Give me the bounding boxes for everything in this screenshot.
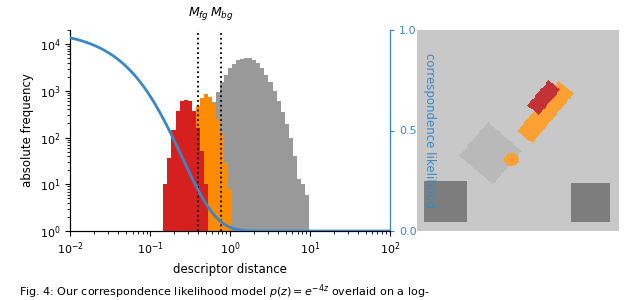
Bar xyxy=(220,82,224,300)
Y-axis label: correspondence likelihood: correspondence likelihood xyxy=(423,53,436,208)
Bar xyxy=(260,68,264,300)
Bar xyxy=(188,101,192,300)
Bar xyxy=(188,141,192,300)
Bar xyxy=(200,139,204,300)
Bar xyxy=(204,184,208,300)
Bar xyxy=(204,123,208,300)
Bar xyxy=(269,82,273,300)
Text: $M_{fg}$: $M_{fg}$ xyxy=(188,5,209,22)
Bar xyxy=(273,92,276,300)
Bar xyxy=(192,123,196,300)
Bar xyxy=(292,156,297,300)
Bar xyxy=(228,68,232,300)
Bar xyxy=(220,134,224,300)
Bar xyxy=(317,231,321,300)
Bar xyxy=(196,106,200,300)
Bar xyxy=(180,209,184,300)
Bar xyxy=(244,58,248,300)
Bar xyxy=(232,64,236,300)
Bar xyxy=(297,179,301,300)
Bar xyxy=(204,94,208,300)
Bar xyxy=(180,101,184,300)
Bar xyxy=(156,231,159,300)
Bar xyxy=(172,130,175,300)
Bar xyxy=(301,184,305,300)
Bar xyxy=(163,184,168,300)
Bar xyxy=(184,100,188,300)
Bar xyxy=(192,111,196,300)
Bar xyxy=(208,112,212,300)
Text: $M_{bg}$: $M_{bg}$ xyxy=(210,5,233,22)
Bar xyxy=(228,189,232,300)
Bar xyxy=(280,112,285,300)
Y-axis label: absolute frequency: absolute frequency xyxy=(21,74,35,188)
Bar xyxy=(216,118,220,300)
Bar xyxy=(289,137,292,300)
Bar xyxy=(168,158,172,300)
Text: Fig. 4: Our correspondence likelihood model $p(z) = e^{-4z}$ overlaid on a log-: Fig. 4: Our correspondence likelihood mo… xyxy=(19,282,430,300)
Bar xyxy=(159,231,163,300)
Bar xyxy=(196,128,200,300)
Bar xyxy=(212,104,216,300)
Bar xyxy=(216,92,220,300)
Bar xyxy=(184,164,188,300)
Bar xyxy=(305,195,309,300)
Bar xyxy=(192,167,196,300)
Bar xyxy=(264,74,269,300)
Bar xyxy=(196,153,200,300)
Bar xyxy=(309,231,313,300)
Bar xyxy=(224,75,228,300)
Bar xyxy=(240,58,244,300)
Bar xyxy=(212,102,216,300)
Bar xyxy=(175,111,180,300)
Bar xyxy=(252,60,257,300)
Bar xyxy=(200,98,204,300)
Bar xyxy=(188,195,192,300)
Bar xyxy=(285,124,289,300)
Bar xyxy=(257,63,260,300)
X-axis label: descriptor distance: descriptor distance xyxy=(173,263,287,276)
Bar xyxy=(236,60,240,300)
Bar xyxy=(276,101,280,300)
Bar xyxy=(200,151,204,300)
Bar xyxy=(248,58,252,300)
Bar xyxy=(224,163,228,300)
Bar xyxy=(208,97,212,300)
